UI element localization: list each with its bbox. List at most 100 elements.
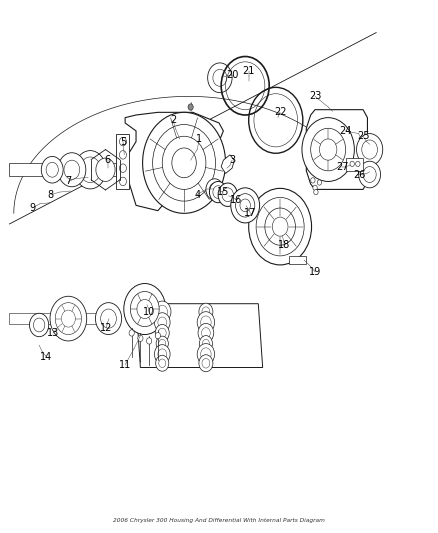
Circle shape	[231, 188, 260, 223]
Circle shape	[46, 163, 58, 177]
Circle shape	[129, 330, 134, 336]
Circle shape	[236, 193, 255, 217]
Polygon shape	[117, 134, 130, 189]
Circle shape	[201, 328, 210, 338]
Circle shape	[158, 349, 166, 360]
Circle shape	[120, 164, 127, 172]
Text: 9: 9	[29, 203, 35, 213]
Text: 16: 16	[230, 195, 243, 205]
Text: 17: 17	[244, 208, 257, 219]
Circle shape	[80, 157, 101, 182]
Circle shape	[152, 125, 215, 201]
Circle shape	[50, 296, 87, 341]
Circle shape	[120, 138, 127, 146]
Circle shape	[222, 188, 233, 201]
Text: 26: 26	[353, 169, 366, 180]
Circle shape	[55, 303, 81, 335]
Text: 11: 11	[119, 360, 131, 370]
Circle shape	[153, 301, 171, 322]
Circle shape	[311, 128, 346, 171]
Circle shape	[357, 134, 383, 165]
Circle shape	[202, 307, 210, 317]
Circle shape	[158, 328, 166, 338]
Polygon shape	[10, 313, 97, 325]
Text: 2: 2	[170, 115, 176, 125]
Circle shape	[206, 179, 223, 200]
Circle shape	[202, 340, 209, 348]
Circle shape	[137, 300, 152, 319]
Text: 20: 20	[226, 70, 238, 80]
Text: 18: 18	[279, 240, 291, 250]
Text: 3: 3	[229, 155, 235, 165]
Text: 6: 6	[105, 155, 111, 165]
Text: 14: 14	[40, 352, 53, 362]
Circle shape	[201, 316, 211, 329]
Circle shape	[124, 284, 166, 335]
Text: 23: 23	[309, 91, 321, 101]
Circle shape	[240, 199, 251, 212]
Circle shape	[202, 359, 210, 368]
Polygon shape	[10, 164, 117, 176]
Circle shape	[96, 158, 115, 181]
Circle shape	[172, 148, 196, 177]
Circle shape	[95, 303, 122, 335]
Circle shape	[157, 305, 167, 318]
Circle shape	[319, 139, 337, 160]
Polygon shape	[221, 155, 234, 173]
Circle shape	[362, 140, 378, 159]
Polygon shape	[136, 304, 263, 368]
Circle shape	[317, 180, 321, 185]
Circle shape	[155, 325, 169, 342]
Text: 13: 13	[47, 328, 59, 338]
Circle shape	[120, 177, 127, 185]
Polygon shape	[306, 110, 367, 189]
Circle shape	[101, 309, 117, 328]
Circle shape	[265, 208, 295, 245]
Circle shape	[313, 185, 317, 190]
Circle shape	[201, 348, 211, 361]
Circle shape	[199, 336, 212, 352]
Circle shape	[197, 344, 215, 365]
Circle shape	[138, 335, 143, 342]
Circle shape	[302, 118, 354, 181]
Circle shape	[41, 157, 63, 183]
Circle shape	[209, 181, 227, 203]
Text: 25: 25	[357, 131, 369, 141]
Polygon shape	[123, 112, 223, 211]
Circle shape	[350, 161, 354, 166]
Text: 10: 10	[143, 306, 155, 317]
Circle shape	[64, 160, 80, 179]
Circle shape	[198, 324, 214, 343]
Circle shape	[74, 151, 106, 189]
Text: 7: 7	[65, 176, 71, 187]
Circle shape	[159, 359, 166, 368]
Circle shape	[208, 63, 232, 93]
Circle shape	[197, 312, 215, 333]
Text: 21: 21	[243, 66, 255, 76]
Circle shape	[33, 318, 45, 332]
Circle shape	[143, 112, 226, 213]
Polygon shape	[346, 158, 363, 171]
Text: 15: 15	[217, 187, 230, 197]
Circle shape	[131, 292, 159, 327]
Text: 5: 5	[120, 136, 126, 147]
Circle shape	[356, 161, 360, 166]
Circle shape	[213, 185, 223, 198]
Circle shape	[188, 104, 193, 110]
Text: 27: 27	[336, 161, 348, 172]
Circle shape	[359, 161, 381, 188]
Circle shape	[159, 340, 166, 348]
Text: 4: 4	[194, 190, 200, 200]
Circle shape	[199, 355, 213, 372]
Circle shape	[218, 183, 237, 206]
Circle shape	[256, 197, 304, 256]
Circle shape	[158, 317, 166, 328]
Circle shape	[162, 136, 206, 189]
Circle shape	[120, 151, 127, 159]
Circle shape	[249, 188, 311, 265]
Circle shape	[154, 345, 170, 364]
Text: 2006 Chrysler 300 Housing And Differential With Internal Parts Diagram: 2006 Chrysler 300 Housing And Differenti…	[113, 518, 325, 523]
Circle shape	[58, 153, 86, 187]
Circle shape	[314, 189, 318, 195]
Circle shape	[155, 333, 160, 339]
